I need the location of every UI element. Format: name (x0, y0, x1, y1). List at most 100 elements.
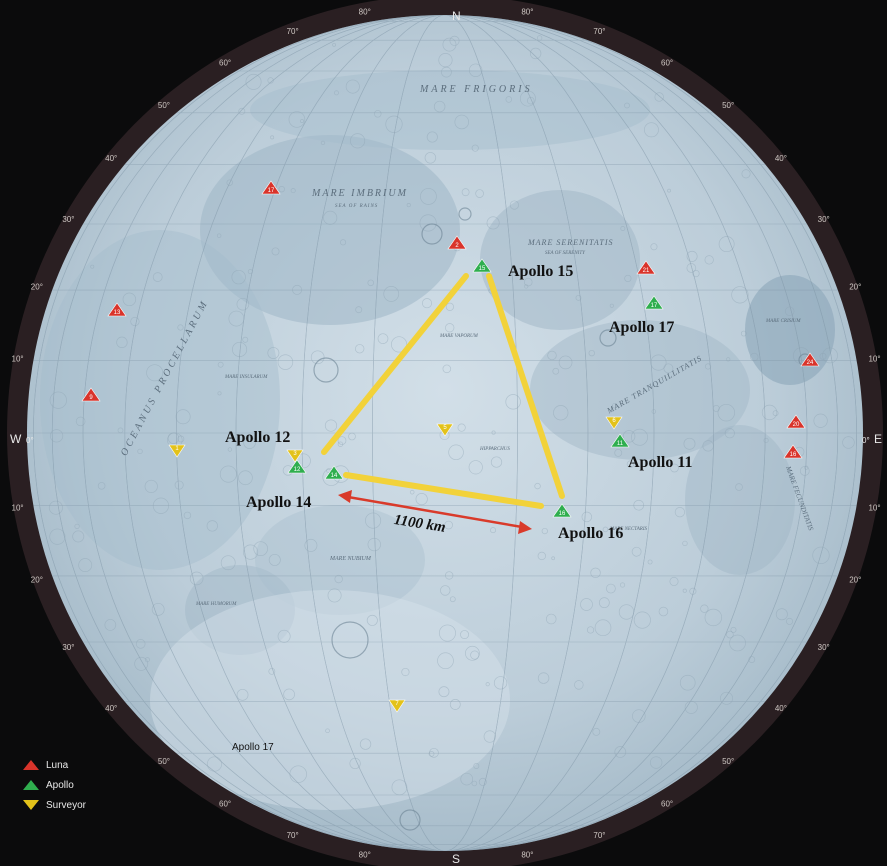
surveyor-marker-3: 3 (286, 449, 304, 463)
luna-triangle-icon (107, 302, 127, 317)
distance-arrow (338, 490, 532, 534)
label-apollo-11: Apollo 11 (628, 454, 692, 471)
luna-triangle-icon (786, 414, 806, 429)
luna-marker-number: 17 (268, 188, 275, 194)
luna-marker-13: 13 (107, 302, 127, 317)
lat-label: 10° (868, 355, 880, 364)
compass: N S W 0° E 0° (10, 9, 882, 866)
mare-fecunditatis-area (685, 425, 795, 575)
moon-surface (27, 15, 863, 851)
apollo-marker-number: 15 (479, 266, 486, 272)
lat-label: 70° (593, 27, 605, 36)
lat-label: 20° (31, 575, 43, 584)
apollo-marker-number: 14 (331, 473, 338, 479)
apollo-marker-number: 12 (294, 467, 301, 473)
surveyor-marker-5: 5 (436, 423, 454, 437)
luna-triangle-icon (800, 352, 820, 367)
label-mare-vaporum: MARE VAPORUM (439, 334, 479, 339)
surveyor-triangle-icon (168, 444, 186, 458)
lat-label: 20° (31, 283, 43, 292)
mare-serenitatis-area (480, 190, 640, 330)
compass-north: N (452, 9, 461, 23)
label-hipparchus: HIPPARCHUS (479, 447, 510, 452)
lat-label: 50° (722, 101, 734, 110)
latitude-labels: 10° 10°20° 20°30° 30°40° 40°50° 50°60° 60°70° 7… (12, 8, 881, 860)
label-apollo-12: Apollo 12 (225, 429, 290, 446)
label-apollo-17-small: Apollo 17 (232, 742, 274, 753)
mare-crisium-area (745, 275, 835, 385)
mare-frigoris-area (250, 70, 650, 150)
lat-label: 10° (12, 503, 24, 512)
luna-triangle-icon (447, 235, 467, 250)
legend-label-apollo: Apollo (46, 779, 74, 791)
luna-marker-21: 21 (636, 260, 656, 275)
lat-label: 40° (105, 154, 117, 163)
triangle-edge-15-12 (321, 273, 469, 455)
oceanus-area (40, 230, 280, 570)
luna-marker-9: 9 (81, 387, 101, 402)
label-apollo-15: Apollo 15 (508, 263, 573, 280)
lat-label: 60° (219, 800, 231, 809)
luna-marker-20: 20 (786, 414, 806, 429)
lat-label: 10° (12, 355, 24, 364)
compass-south: S (452, 852, 460, 866)
apollo-triangle (321, 273, 565, 509)
compass-east: E (874, 432, 882, 446)
label-mare-serenitatis-sub: SEA OF SERENITY (545, 251, 586, 256)
lat-label: 70° (287, 831, 299, 840)
lat-label: 60° (661, 58, 673, 67)
luna-marker-24: 24 (800, 352, 820, 367)
luna-triangle-icon (783, 444, 803, 459)
luna-marker-16: 16 (783, 444, 803, 459)
surveyor-marker-number: 6 (612, 418, 616, 424)
surveyor-triangle-icon (436, 423, 454, 437)
apollo-triangle-icon (644, 295, 664, 310)
legend-item-surveyor: Surveyor (22, 795, 112, 815)
distance-arrow-line (347, 495, 523, 529)
lat-label: 50° (722, 757, 734, 766)
southern-highlands (150, 590, 510, 810)
surveyor-marker-number: 5 (443, 425, 447, 431)
distance-arrow-head-right (518, 521, 532, 534)
lat-label: 70° (287, 27, 299, 36)
apollo-marker-number: 11 (617, 441, 624, 447)
apollo-marker-12: 12 (287, 459, 307, 474)
mare-humorum-area (185, 565, 295, 655)
label-mare-humorum: MARE HUMORUM (195, 602, 237, 607)
apollo-marker-11: 11 (610, 433, 630, 448)
label-mare-imbrium: MARE IMBRIUM (311, 188, 408, 199)
luna-marker-17: 17 (261, 180, 281, 195)
compass-east-deg: 0° (862, 436, 870, 445)
lat-label: 60° (661, 800, 673, 809)
mare-imbrium-area (200, 135, 460, 325)
lat-label: 40° (775, 154, 787, 163)
label-apollo-17: Apollo 17 (609, 319, 674, 336)
mare-nubium-area (255, 505, 425, 615)
apollo-triangle-icon (23, 780, 39, 790)
lat-label: 60° (219, 58, 231, 67)
compass-west-deg: 0° (26, 436, 34, 445)
lat-label: 40° (775, 704, 787, 713)
apollo-marker-number: 16 (559, 511, 566, 517)
label-mare-insularum: MARE INSULARUM (224, 375, 268, 380)
label-mare-nubium: MARE NUBIUM (329, 556, 372, 562)
legend-item-apollo: Apollo (22, 775, 112, 795)
apollo-triangle-icon (610, 433, 630, 448)
label-mare-nectaris: MARE NECTARIS (609, 527, 647, 532)
apollo-triangle-icon (287, 459, 307, 474)
mare-tranquillitatis-area (530, 320, 750, 460)
label-mare-crisium: MARE CRISIUM (765, 319, 801, 324)
lat-label: 30° (818, 215, 830, 224)
lat-label: 50° (158, 101, 170, 110)
label-apollo-14: Apollo 14 (246, 494, 311, 511)
lat-label: 20° (849, 575, 861, 584)
triangle-edge-15-16 (486, 273, 565, 499)
surveyor-marker-number: 3 (293, 451, 297, 457)
label-mare-imbrium-sub: SEA OF RAINS (335, 204, 378, 209)
apollo-triangle-icon (324, 465, 344, 480)
legend-item-luna: Luna (22, 755, 112, 775)
apollo-labels: Apollo 15 Apollo 17 Apollo 11 Apollo 12 … (225, 263, 692, 753)
